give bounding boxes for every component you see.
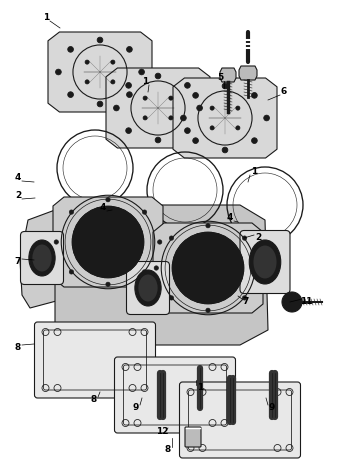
Polygon shape	[153, 223, 263, 313]
Ellipse shape	[249, 240, 281, 284]
Text: 1: 1	[251, 168, 257, 177]
Circle shape	[143, 116, 147, 120]
Text: 2: 2	[15, 191, 21, 200]
Text: 9: 9	[269, 403, 275, 412]
Circle shape	[251, 93, 257, 98]
Circle shape	[68, 92, 73, 97]
Text: 1: 1	[197, 383, 203, 392]
Polygon shape	[239, 66, 257, 80]
Circle shape	[126, 92, 132, 97]
Text: 12: 12	[156, 428, 168, 437]
Polygon shape	[220, 68, 236, 82]
Circle shape	[55, 69, 61, 75]
Circle shape	[264, 115, 269, 121]
Text: 8: 8	[165, 446, 171, 455]
Circle shape	[206, 308, 210, 313]
Circle shape	[242, 296, 247, 300]
Circle shape	[85, 60, 89, 64]
Circle shape	[139, 69, 144, 75]
Circle shape	[287, 297, 297, 307]
Circle shape	[68, 47, 73, 52]
Circle shape	[258, 266, 262, 270]
Text: 9: 9	[133, 403, 139, 412]
Text: 11: 11	[300, 297, 312, 306]
Circle shape	[282, 292, 302, 312]
Circle shape	[143, 96, 147, 100]
Circle shape	[169, 96, 173, 100]
Text: 8: 8	[15, 343, 21, 352]
Circle shape	[193, 93, 198, 98]
Circle shape	[106, 198, 110, 202]
Circle shape	[155, 137, 161, 143]
Circle shape	[210, 106, 214, 110]
Text: 1: 1	[142, 77, 148, 86]
Polygon shape	[53, 197, 163, 287]
Circle shape	[222, 147, 228, 153]
FancyBboxPatch shape	[179, 382, 300, 458]
Circle shape	[185, 83, 190, 88]
Circle shape	[126, 83, 131, 88]
Circle shape	[155, 73, 161, 79]
Polygon shape	[20, 206, 90, 308]
Circle shape	[180, 115, 186, 121]
Text: 7: 7	[243, 297, 249, 306]
Circle shape	[206, 224, 210, 228]
Circle shape	[169, 296, 174, 300]
FancyBboxPatch shape	[240, 230, 290, 294]
Circle shape	[169, 236, 174, 240]
Circle shape	[242, 236, 247, 240]
Circle shape	[85, 80, 89, 84]
Ellipse shape	[29, 240, 55, 276]
Text: 4: 4	[227, 213, 233, 222]
Circle shape	[236, 106, 240, 110]
Text: 4: 4	[100, 203, 106, 212]
FancyBboxPatch shape	[21, 231, 64, 285]
Ellipse shape	[32, 245, 52, 272]
Text: 7: 7	[15, 257, 21, 266]
Text: 8: 8	[91, 396, 97, 405]
Ellipse shape	[135, 270, 161, 306]
Text: 4: 4	[15, 173, 21, 182]
Text: 6: 6	[281, 87, 287, 96]
Circle shape	[72, 206, 144, 278]
Circle shape	[172, 232, 244, 304]
Circle shape	[193, 138, 198, 143]
Circle shape	[142, 210, 147, 214]
Circle shape	[111, 60, 115, 64]
Circle shape	[126, 47, 132, 52]
Circle shape	[169, 116, 173, 120]
Circle shape	[222, 83, 228, 89]
FancyBboxPatch shape	[126, 262, 169, 314]
Circle shape	[54, 240, 58, 244]
Ellipse shape	[254, 246, 276, 278]
Circle shape	[236, 126, 240, 130]
Polygon shape	[106, 68, 210, 148]
FancyBboxPatch shape	[185, 427, 201, 447]
Circle shape	[158, 240, 162, 244]
Circle shape	[106, 282, 110, 286]
Circle shape	[126, 128, 131, 133]
Circle shape	[114, 105, 119, 111]
Polygon shape	[55, 205, 268, 345]
Polygon shape	[48, 32, 152, 112]
FancyBboxPatch shape	[115, 357, 236, 433]
Circle shape	[251, 138, 257, 143]
Circle shape	[142, 270, 147, 274]
Circle shape	[111, 80, 115, 84]
Text: 5: 5	[217, 74, 223, 83]
Circle shape	[69, 210, 74, 214]
Circle shape	[69, 270, 74, 274]
Circle shape	[154, 266, 159, 270]
Circle shape	[97, 37, 103, 43]
Circle shape	[97, 101, 103, 107]
Circle shape	[197, 105, 202, 111]
FancyBboxPatch shape	[34, 322, 155, 398]
Text: 2: 2	[255, 234, 261, 243]
Text: 1: 1	[43, 13, 49, 22]
Polygon shape	[173, 78, 277, 158]
Circle shape	[210, 126, 214, 130]
Circle shape	[185, 128, 190, 133]
Ellipse shape	[138, 275, 158, 302]
